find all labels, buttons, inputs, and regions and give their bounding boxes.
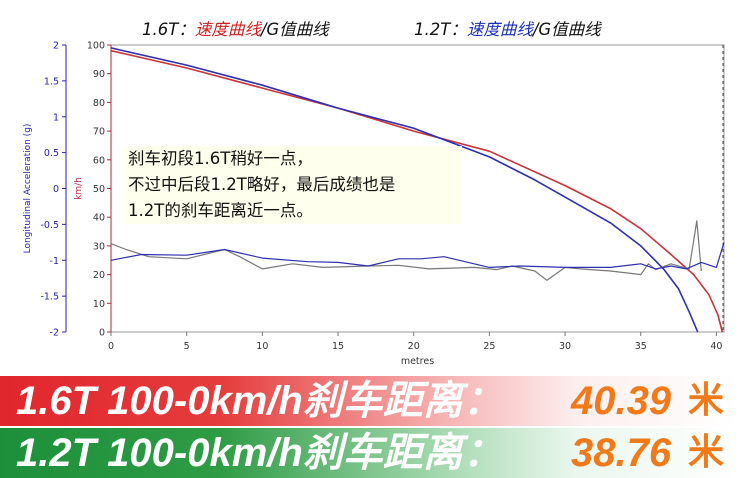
kmh-tick-label: 0 (99, 328, 105, 339)
kmh-tick-label: 60 (93, 155, 105, 166)
x-tick-label: 25 (483, 341, 495, 352)
speed-line-1-6t (110, 49, 724, 333)
g-line-1-2t (110, 242, 725, 270)
speed-line-1-2t (110, 47, 699, 333)
banner-1-6t-value: 40.39 (571, 379, 672, 423)
kmh-tick-label: 100 (87, 41, 105, 52)
chart-labels: 21.510.50-0.5-1-1.5-21009080706050403020… (23, 41, 722, 368)
g-tick-label: 1.5 (44, 76, 59, 87)
legend-right-engine: 1.2T： (414, 20, 467, 39)
kmh-tick-label: 70 (93, 127, 105, 138)
banner-1-2t-value: 38.76 (571, 431, 672, 475)
x-tick-label: 35 (635, 341, 647, 352)
g-tick-label: 0 (53, 184, 59, 195)
banner-1-2t: 1.2T 100-0km/h刹车距离： 38.76 米 (0, 428, 738, 478)
banner-1-2t-label: 1.2T 100-0km/h刹车距离： (16, 431, 503, 475)
kmh-tick-label: 40 (93, 213, 105, 224)
legend-right-g: /G值曲线 (532, 20, 601, 39)
chart-series (110, 47, 725, 333)
g-tick-label: 2 (53, 41, 59, 52)
annotation-line-2: 不过中后段1.2T略好，最后成绩也是 (128, 175, 396, 194)
banner-1-6t-unit: 米 (688, 380, 725, 421)
g-tick-label: 1 (53, 112, 59, 123)
kmh-tick-label: 50 (93, 184, 105, 195)
kmh-tick-label: 90 (93, 69, 105, 80)
kmh-tick-label: 10 (93, 299, 105, 310)
x-tick-label: 20 (408, 341, 420, 352)
g-axis-label: Longitudinal Acceleration (g) (23, 124, 33, 254)
banner-1-6t: 1.6T 100-0km/h刹车距离： 40.39 米 (0, 376, 738, 426)
x-tick-label: 5 (184, 341, 190, 352)
g-tick-label: -0.5 (40, 220, 59, 231)
x-axis-label: metres (401, 356, 434, 367)
legend-left: 1.6T：速度曲线/G值曲线 (142, 16, 329, 40)
x-tick-label: 15 (332, 341, 344, 352)
x-tick-label: 40 (710, 341, 722, 352)
legend-right: 1.2T：速度曲线/G值曲线 (414, 16, 601, 40)
kmh-tick-label: 80 (93, 98, 105, 109)
kmh-axis-label: km/h (74, 177, 84, 200)
legend-left-speed: 速度曲线 (194, 20, 261, 39)
kmh-tick-label: 30 (93, 241, 105, 252)
x-tick-label: 10 (256, 341, 268, 352)
chart-annotation: 刹车初段1.6T稍好一点， 不过中后段1.2T略好，最后成绩也是 1.2T的刹车… (124, 146, 462, 224)
x-tick-label: 0 (108, 341, 114, 352)
annotation-line-1: 刹车初段1.6T稍好一点， (128, 149, 313, 168)
annotation-line-3: 1.2T的刹车距离近一点。 (128, 201, 313, 220)
kmh-tick-label: 20 (93, 270, 105, 281)
g-tick-label: 0.5 (44, 148, 59, 159)
g-tick-label: -1.5 (40, 292, 59, 303)
banner-1-6t-label: 1.6T 100-0km/h刹车距离： (16, 379, 503, 423)
x-tick-label: 30 (559, 341, 571, 352)
legend-right-speed: 速度曲线 (466, 20, 533, 39)
g-tick-label: -2 (50, 328, 59, 339)
legend-left-g: /G值曲线 (260, 20, 329, 39)
legend-left-engine: 1.6T： (142, 20, 195, 39)
g-tick-label: -1 (50, 256, 59, 267)
banner-1-2t-unit: 米 (688, 432, 725, 473)
